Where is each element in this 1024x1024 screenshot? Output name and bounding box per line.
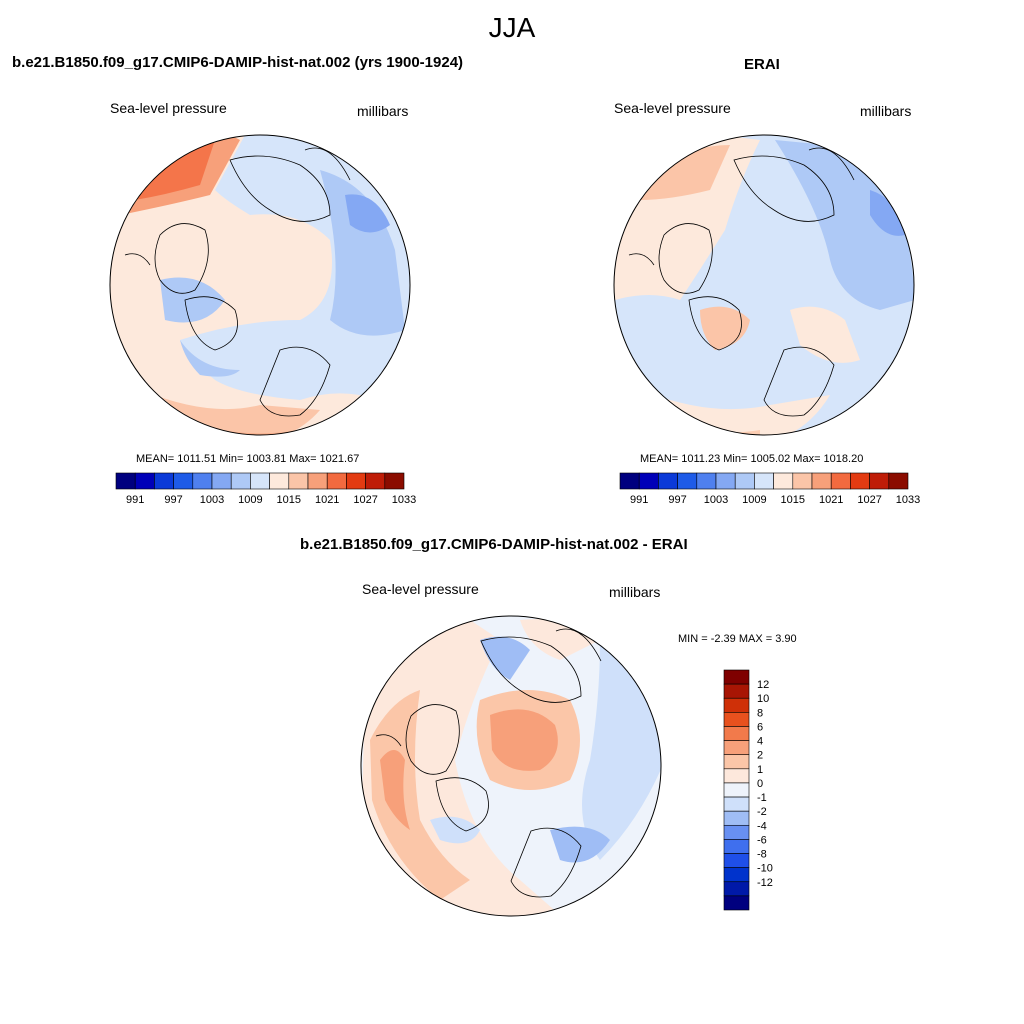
model-colorbar-tick-label: 1015: [277, 494, 301, 506]
diff-colorbar-swatch: [723, 712, 750, 727]
diff-colorbar-tick-label: 10: [757, 693, 769, 705]
diff-colorbar-swatch: [723, 853, 750, 868]
obs-colorbar-tick-label: 991: [630, 494, 648, 506]
obs-colorbar-swatch: [638, 472, 659, 490]
model-colorbar-swatch: [115, 472, 136, 490]
obs-colorbar-swatch: [869, 472, 890, 490]
obs-colorbar-tick-label: 1021: [819, 494, 843, 506]
obs-colorbar-swatch: [850, 472, 870, 490]
model-colorbar-swatch: [250, 472, 270, 490]
diff-colorbar-tick-label: 2: [757, 750, 763, 762]
model-stats: MEAN= 1011.51 Min= 1003.81 Max= 1021.67: [136, 453, 360, 465]
model-colorbar-swatch: [269, 472, 290, 490]
model-colorbar-swatch: [134, 472, 155, 490]
diff-colorbar-swatch: [723, 867, 750, 883]
model-colorbar-tick-label: 991: [126, 494, 144, 506]
diff-colorbar-tick-label: 4: [757, 736, 763, 748]
obs-colorbar-swatch: [734, 472, 755, 490]
diff-colorbar-swatch: [723, 824, 750, 840]
model-colorbar-swatch: [326, 472, 347, 490]
model-colorbar-swatch: [154, 472, 174, 490]
diff-colorbar-swatch: [723, 881, 750, 897]
obs-colorbar-tick-label: 1033: [896, 494, 920, 506]
obs-stats: MEAN= 1011.23 Min= 1005.02 Max= 1018.20: [640, 453, 864, 465]
obs-colorbar-swatch: [888, 472, 909, 490]
model-colorbar-tick-label: 1009: [238, 494, 262, 506]
obs-units-label: millibars: [860, 103, 912, 119]
diff-colorbar-tick-label: -8: [757, 849, 767, 861]
diff-colorbar-tick-label: -6: [757, 834, 767, 846]
diff-stats: MIN = -2.39 MAX = 3.90: [678, 633, 797, 645]
obs-colorbar-tick-label: 997: [668, 494, 686, 506]
diff-colorbar-tick-label: -2: [757, 806, 767, 818]
obs-colorbar-tick-label: 1009: [742, 494, 766, 506]
obs-colorbar-swatch: [619, 472, 640, 490]
obs-colorbar-swatch: [696, 472, 717, 490]
model-colorbar-swatch: [288, 472, 309, 490]
diff-colorbar-tick-label: 1: [757, 764, 763, 776]
model-colorbar-swatch: [173, 472, 194, 490]
obs-colorbar-swatch: [715, 472, 736, 490]
diff-colorbar-swatch: [723, 796, 750, 812]
diff-colorbar-swatch: [723, 697, 750, 713]
obs-variable-label: Sea-level pressure: [614, 100, 731, 116]
obs-colorbar-tick-label: 1015: [781, 494, 805, 506]
obs-colorbar-swatch: [658, 472, 678, 490]
diff-colorbar-tick-label: -10: [757, 863, 773, 875]
diff-colorbar-swatch: [723, 740, 750, 756]
diff-colorbar-swatch: [723, 768, 750, 784]
diff-units-label: millibars: [609, 584, 661, 600]
diff-colorbar-swatch: [723, 669, 750, 685]
diff-colorbar-tick-label: 0: [757, 778, 763, 790]
model-colorbar-tick-label: 1033: [392, 494, 416, 506]
obs-colorbar: 991 997 1003 1009 1015 1021 1027 1033: [619, 472, 920, 506]
obs-panel-title: ERAI: [744, 56, 780, 73]
diff-colorbar-swatch: [723, 839, 750, 854]
model-units-label: millibars: [357, 103, 409, 119]
model-slp-map: [110, 135, 410, 435]
diff-colorbar-swatch: [723, 810, 750, 826]
model-colorbar-swatch: [211, 472, 232, 490]
model-colorbar-tick-label: 997: [164, 494, 182, 506]
model-colorbar-swatch: [192, 472, 213, 490]
obs-colorbar-tick-label: 1003: [704, 494, 728, 506]
model-colorbar-tick-label: 1021: [315, 494, 339, 506]
diff-colorbar-tick-label: 8: [757, 707, 763, 719]
model-colorbar-swatch: [307, 472, 328, 490]
model-colorbar-tick-label: 1003: [200, 494, 224, 506]
obs-colorbar-swatch: [754, 472, 774, 490]
diff-variable-label: Sea-level pressure: [362, 581, 479, 597]
model-colorbar: 991 997 1003 1009 1015 1021 1027 1033: [115, 472, 416, 506]
obs-colorbar-tick-label: 1027: [857, 494, 881, 506]
diff-slp-map: [361, 616, 661, 916]
model-panel-title: b.e21.B1850.f09_g17.CMIP6-DAMIP-hist-nat…: [12, 54, 464, 71]
diff-colorbar-tick-label: -1: [757, 792, 767, 804]
obs-colorbar-swatch: [830, 472, 851, 490]
diff-colorbar-swatch: [723, 754, 750, 770]
diff-colorbar-swatch: [723, 782, 750, 798]
diff-colorbar-swatch: [723, 726, 750, 741]
diff-colorbar-tick-label: -12: [757, 877, 773, 889]
model-colorbar-tick-label: 1027: [353, 494, 377, 506]
figure-title: JJA: [488, 12, 536, 43]
obs-slp-map: [614, 135, 914, 435]
model-colorbar-swatch: [365, 472, 386, 490]
model-colorbar-swatch: [230, 472, 251, 490]
obs-colorbar-swatch: [677, 472, 698, 490]
diff-panel-title: b.e21.B1850.f09_g17.CMIP6-DAMIP-hist-nat…: [300, 536, 688, 553]
model-variable-label: Sea-level pressure: [110, 100, 227, 116]
diff-colorbar-swatch: [723, 895, 750, 911]
diff-colorbar-swatch: [723, 683, 750, 699]
obs-colorbar-swatch: [773, 472, 794, 490]
model-colorbar-swatch: [346, 472, 366, 490]
model-colorbar-swatch: [384, 472, 405, 490]
obs-colorbar-swatch: [792, 472, 813, 490]
obs-colorbar-swatch: [811, 472, 832, 490]
diff-colorbar-tick-label: -4: [757, 820, 767, 832]
diff-colorbar-tick-label: 12: [757, 679, 769, 691]
diff-colorbar-tick-label: 6: [757, 721, 763, 733]
